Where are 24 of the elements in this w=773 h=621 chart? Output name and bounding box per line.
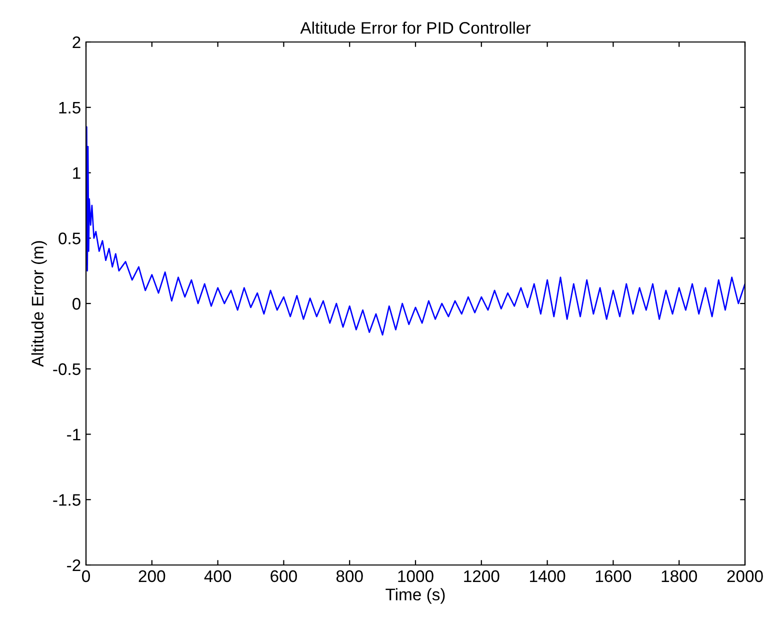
y-tick-label: 2 xyxy=(72,36,80,48)
y-tick-label: -1 xyxy=(67,428,80,440)
y-tick-label: 0 xyxy=(72,298,80,310)
y-tick-label: -2 xyxy=(67,559,80,572)
chart-title: Altitude Error for PID Controller xyxy=(300,22,531,34)
x-tick-label: 1200 xyxy=(464,570,500,582)
y-tick-label: -0.5 xyxy=(53,363,80,376)
x-tick-label: 0 xyxy=(82,570,90,582)
x-tick-label: 600 xyxy=(270,570,297,582)
x-tick-label: 2000 xyxy=(727,570,763,582)
y-tick-label: 0.5 xyxy=(58,232,80,244)
y-tick-label: 1.5 xyxy=(59,102,80,114)
x-tick-label: 800 xyxy=(336,570,363,582)
y-tick-label: -1.5 xyxy=(53,494,80,506)
x-tick-label: 1000 xyxy=(398,570,434,582)
line-series xyxy=(86,126,745,336)
x-axis-title: Time (s) xyxy=(386,588,445,604)
y-tick-label: 1 xyxy=(73,167,80,179)
x-tick-label: 1600 xyxy=(596,570,632,582)
x-tick-label: 1400 xyxy=(530,570,566,582)
x-tick-label: 1800 xyxy=(662,570,697,582)
y-axis-title: Altitude Error (m) xyxy=(31,241,47,367)
x-tick-label: 400 xyxy=(204,570,232,582)
x-tick-label: 200 xyxy=(138,570,166,582)
